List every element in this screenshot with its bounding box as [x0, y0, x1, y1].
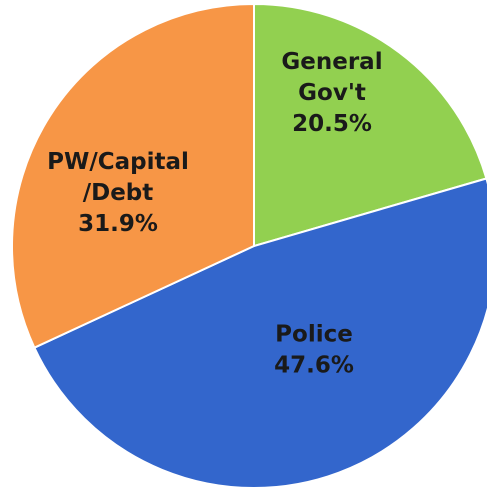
slice-label-1: General Gov't 20.5% — [281, 49, 382, 137]
pie-slice-3 — [11, 2, 255, 349]
slice-name-label: /Debt — [83, 180, 154, 206]
slice-value-label: 20.5% — [292, 111, 372, 137]
slice-name-label: Gov't — [298, 80, 366, 106]
slice-label-3: PW/Capital/Debt 31.9% — [47, 149, 189, 237]
pie-slice-2 — [33, 177, 487, 488]
labels-layer: General Gov't 20.5% Police 47.6% PW/Capital/D… — [47, 49, 382, 379]
slice-name-label: General — [281, 49, 382, 75]
slice-value-label: 47.6% — [274, 353, 354, 379]
pie-slice-1 — [253, 2, 487, 248]
slice-value-label: 31.9% — [78, 211, 158, 237]
slice-name-label: PW/Capital — [47, 149, 189, 175]
slice-label-2: Police 47.6% — [274, 322, 354, 379]
slices-layer — [11, 2, 487, 488]
slice-name-label: Police — [275, 322, 353, 348]
